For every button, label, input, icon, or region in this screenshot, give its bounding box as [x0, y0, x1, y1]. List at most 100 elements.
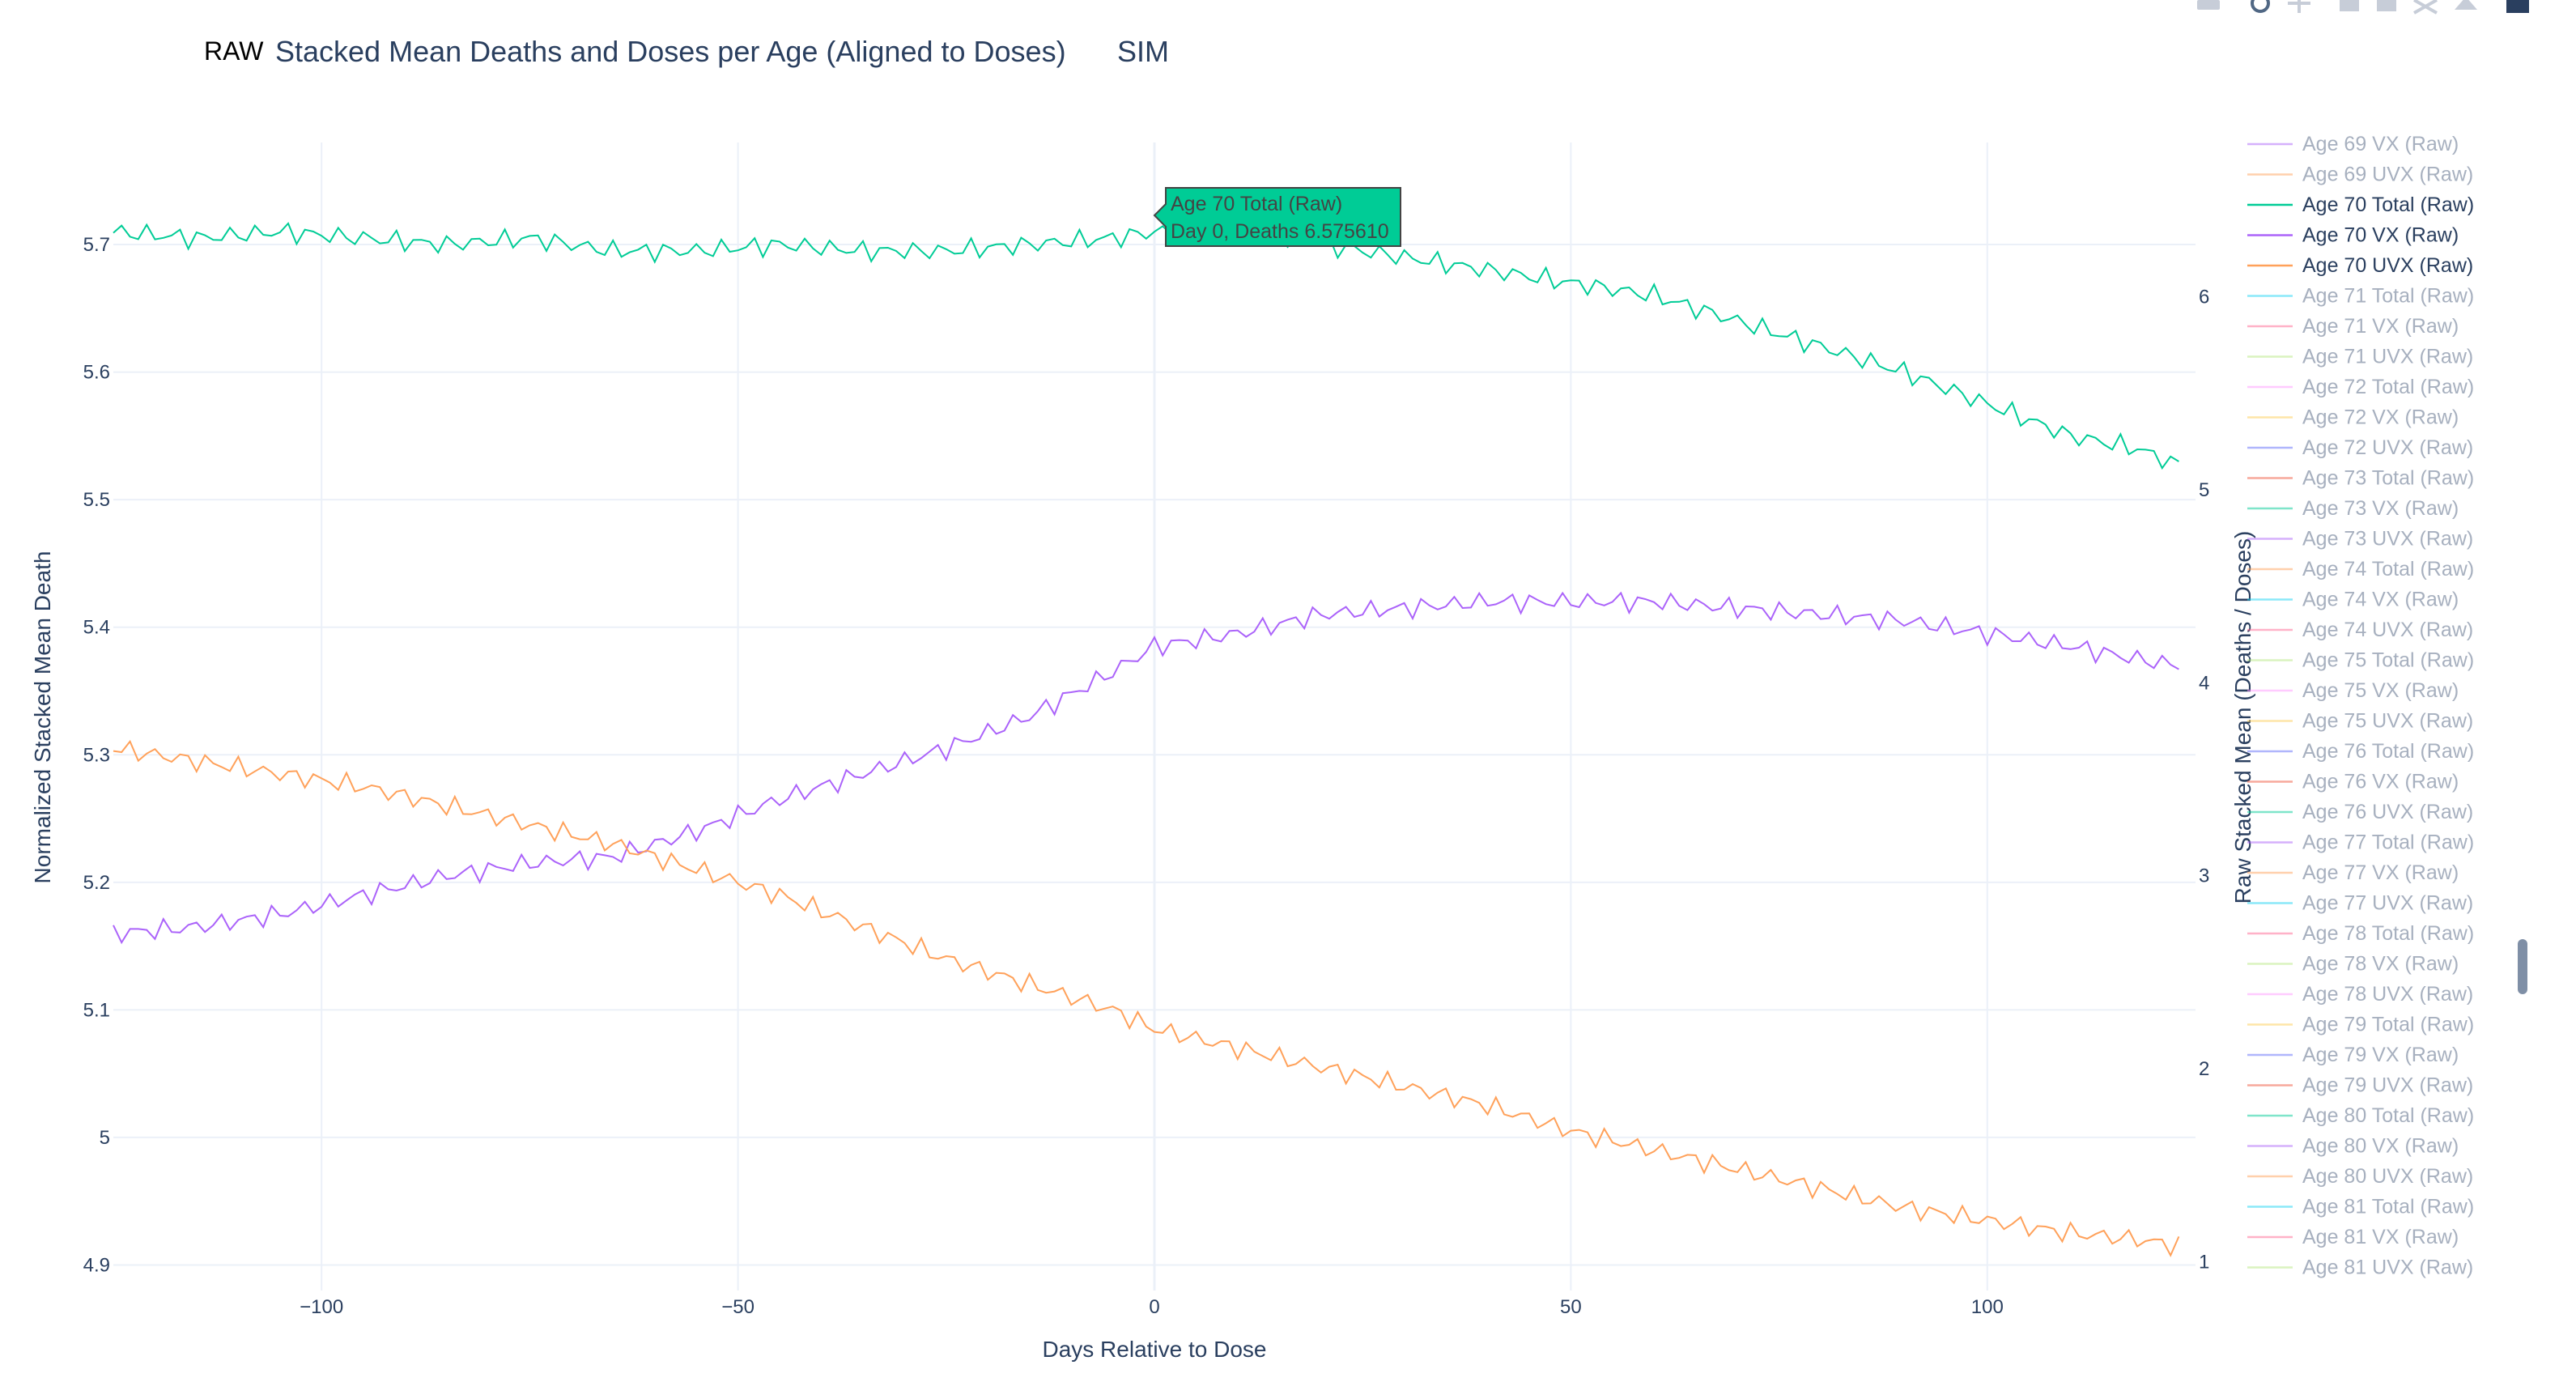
- legend-label: Age 76 VX (Raw): [2302, 771, 2459, 793]
- legend-item[interactable]: Age 74 VX (Raw): [2247, 589, 2459, 611]
- legend-label: Age 74 Total (Raw): [2302, 558, 2474, 580]
- x-tick-label: 50: [1560, 1296, 1582, 1318]
- legend-scrollbar[interactable]: [2518, 939, 2527, 994]
- y2-tick-label: 4: [2199, 672, 2209, 694]
- legend-item[interactable]: Age 69 UVX (Raw): [2247, 164, 2473, 186]
- legend-item[interactable]: Age 81 VX (Raw): [2247, 1226, 2459, 1248]
- legend-item[interactable]: Age 73 UVX (Raw): [2247, 528, 2473, 551]
- legend-item[interactable]: Age 72 VX (Raw): [2247, 406, 2459, 429]
- y-tick-label: 5.6: [83, 362, 110, 384]
- legend-label: Age 69 VX (Raw): [2302, 133, 2459, 155]
- y-tick-label: 5.5: [83, 489, 110, 511]
- legend-label: Age 81 VX (Raw): [2302, 1226, 2459, 1248]
- hover-line-1: Age 70 Total (Raw): [1171, 193, 1342, 215]
- legend-item[interactable]: Age 75 UVX (Raw): [2247, 710, 2473, 733]
- gridlines: [113, 142, 2196, 1291]
- series-line: [113, 591, 2179, 945]
- legend-item[interactable]: Age 76 VX (Raw): [2247, 771, 2459, 793]
- legend-label: Age 71 VX (Raw): [2302, 315, 2459, 338]
- chart-title: Stacked Mean Deaths and Doses per Age (A…: [275, 35, 1066, 68]
- y2-axis-ticks: 1 2 3 4 5 6: [2199, 287, 2209, 1274]
- legend-label: Age 72 Total (Raw): [2302, 376, 2474, 398]
- legend-label: Age 81 Total (Raw): [2302, 1196, 2474, 1218]
- x-tick-label: 100: [1971, 1296, 2004, 1318]
- autoscale-icon[interactable]: [2413, 0, 2438, 15]
- y-tick-label: 4.9: [83, 1254, 110, 1276]
- legend-item[interactable]: Age 79 Total (Raw): [2247, 1014, 2474, 1036]
- legend-label: Age 72 UVX (Raw): [2302, 436, 2473, 459]
- legend-item[interactable]: Age 77 Total (Raw): [2247, 831, 2474, 854]
- legend-item[interactable]: Age 74 Total (Raw): [2247, 558, 2474, 580]
- legend-label: Age 72 VX (Raw): [2302, 406, 2459, 429]
- legend-label: Age 78 UVX (Raw): [2302, 983, 2473, 1006]
- legend-item[interactable]: Age 76 UVX (Raw): [2247, 801, 2473, 823]
- legend-label: Age 75 VX (Raw): [2302, 679, 2459, 702]
- zoom-icon[interactable]: [2251, 0, 2270, 13]
- legend-label: Age 78 VX (Raw): [2302, 953, 2459, 976]
- legend-item[interactable]: Age 70 VX (Raw): [2247, 224, 2459, 247]
- legend-item[interactable]: Age 80 Total (Raw): [2247, 1104, 2474, 1127]
- legend-item[interactable]: Age 73 VX (Raw): [2247, 497, 2459, 520]
- legend-item[interactable]: Age 72 Total (Raw): [2247, 376, 2474, 398]
- legend-item[interactable]: Age 73 Total (Raw): [2247, 467, 2474, 490]
- legend-item[interactable]: Age 81 Total (Raw): [2247, 1196, 2474, 1218]
- zoom-out-icon[interactable]: [2377, 0, 2396, 11]
- sim-label: SIM: [1117, 35, 1169, 68]
- legend-item[interactable]: Age 79 VX (Raw): [2247, 1044, 2459, 1066]
- legend-label: Age 73 VX (Raw): [2302, 497, 2459, 520]
- legend-item[interactable]: Age 75 Total (Raw): [2247, 649, 2474, 672]
- legend: Age 69 VX (Raw) Age 69 UVX (Raw) Age 70 To…: [2247, 133, 2474, 1279]
- legend-label: Age 78 Total (Raw): [2302, 922, 2474, 945]
- legend-item[interactable]: Age 78 Total (Raw): [2247, 922, 2474, 945]
- pan-icon[interactable]: [2288, 0, 2310, 13]
- legend-item[interactable]: Age 71 Total (Raw): [2247, 285, 2474, 308]
- legend-label: Age 76 Total (Raw): [2302, 740, 2474, 763]
- legend-label: Age 80 VX (Raw): [2302, 1135, 2459, 1158]
- x-axis-ticks: −100 −50 0 50 100: [300, 1296, 2004, 1318]
- series-line: [113, 739, 2180, 1257]
- legend-item[interactable]: Age 75 VX (Raw): [2247, 679, 2459, 702]
- plotly-logo-icon[interactable]: [2506, 0, 2529, 13]
- legend-label: Age 75 UVX (Raw): [2302, 710, 2473, 733]
- legend-item[interactable]: Age 71 VX (Raw): [2247, 315, 2459, 338]
- legend-label: Age 79 VX (Raw): [2302, 1044, 2459, 1066]
- legend-label: Age 69 UVX (Raw): [2302, 164, 2473, 186]
- y2-axis-title: Raw Stacked Mean (Deaths / Doses): [2230, 531, 2255, 904]
- legend-item[interactable]: Age 80 UVX (Raw): [2247, 1165, 2473, 1188]
- legend-label: Age 71 Total (Raw): [2302, 285, 2474, 308]
- legend-item[interactable]: Age 77 VX (Raw): [2247, 861, 2459, 884]
- y-tick-label: 5.7: [83, 234, 110, 256]
- hover-box: [1153, 187, 1401, 247]
- legend-label: Age 70 UVX (Raw): [2302, 254, 2473, 277]
- legend-item[interactable]: Age 79 UVX (Raw): [2247, 1074, 2473, 1097]
- hover-tooltip: Age 70 Total (Raw) Day 0, Deaths 6.57561…: [1153, 187, 1401, 247]
- legend-item[interactable]: Age 69 VX (Raw): [2247, 133, 2459, 155]
- legend-item[interactable]: Age 70 Total (Raw): [2247, 193, 2474, 216]
- camera-icon[interactable]: [2197, 0, 2220, 10]
- legend-item[interactable]: Age 74 UVX (Raw): [2247, 619, 2473, 641]
- legend-item[interactable]: Age 80 VX (Raw): [2247, 1135, 2459, 1158]
- legend-item[interactable]: Age 77 UVX (Raw): [2247, 892, 2473, 915]
- legend-item[interactable]: Age 71 UVX (Raw): [2247, 346, 2473, 368]
- legend-label: Age 81 UVX (Raw): [2302, 1257, 2473, 1279]
- y-tick-label: 5.3: [83, 744, 110, 766]
- legend-label: Age 71 UVX (Raw): [2302, 346, 2473, 368]
- legend-item[interactable]: Age 70 UVX (Raw): [2247, 254, 2473, 277]
- series-layer: [113, 219, 2180, 1257]
- legend-item[interactable]: Age 76 Total (Raw): [2247, 740, 2474, 763]
- y-tick-label: 5: [100, 1127, 110, 1149]
- legend-label: Age 80 Total (Raw): [2302, 1104, 2474, 1127]
- legend-label: Age 77 Total (Raw): [2302, 831, 2474, 854]
- legend-item[interactable]: Age 78 VX (Raw): [2247, 953, 2459, 976]
- legend-label: Age 79 Total (Raw): [2302, 1014, 2474, 1036]
- zoom-in-icon[interactable]: [2340, 0, 2359, 11]
- x-tick-label: −100: [300, 1296, 343, 1318]
- reset-axes-icon[interactable]: [2455, 0, 2477, 10]
- x-tick-label: 0: [1149, 1296, 1159, 1318]
- legend-item[interactable]: Age 72 UVX (Raw): [2247, 436, 2473, 459]
- legend-item[interactable]: Age 78 UVX (Raw): [2247, 983, 2473, 1006]
- legend-label: Age 79 UVX (Raw): [2302, 1074, 2473, 1097]
- legend-item[interactable]: Age 81 UVX (Raw): [2247, 1257, 2473, 1279]
- legend-label: Age 76 UVX (Raw): [2302, 801, 2473, 823]
